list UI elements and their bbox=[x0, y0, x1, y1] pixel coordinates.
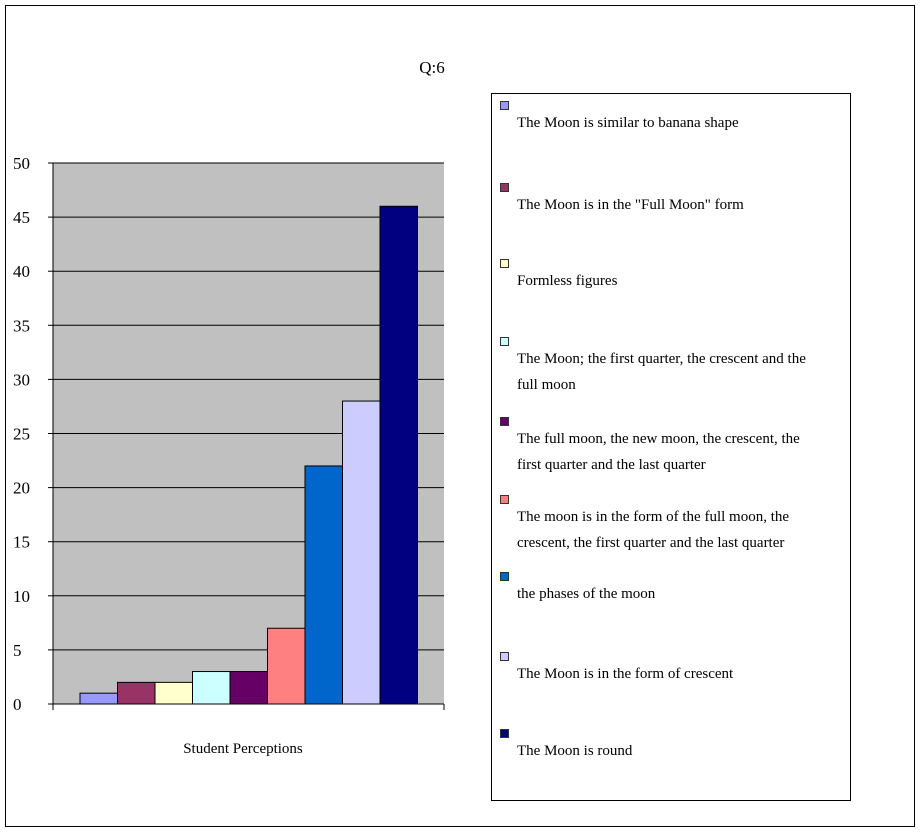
y-tick-label: 25 bbox=[13, 425, 30, 444]
legend-label: the phases of the moon bbox=[517, 586, 656, 602]
legend-swatch bbox=[500, 259, 509, 268]
y-tick-label: 45 bbox=[13, 208, 30, 227]
bar bbox=[79, 692, 118, 705]
legend-label: The Moon is similar to banana shape bbox=[517, 115, 739, 131]
y-tick-label: 35 bbox=[13, 316, 30, 335]
y-tick-label: 0 bbox=[13, 695, 22, 714]
legend-label: The Moon; the first quarter, the crescen… bbox=[517, 351, 806, 393]
legend-item: The Moon is in the form of crescent bbox=[500, 651, 820, 687]
legend-item: The moon is in the form of the full moon… bbox=[500, 494, 820, 556]
bars bbox=[79, 205, 418, 705]
bar bbox=[267, 627, 306, 705]
y-tick-label: 30 bbox=[13, 370, 30, 389]
bar bbox=[342, 400, 381, 705]
legend-label: The Moon is round bbox=[517, 743, 633, 759]
legend-item: The Moon is round bbox=[500, 728, 820, 764]
legend-label: Formless figures bbox=[517, 273, 618, 289]
legend-item: Formless figures bbox=[500, 258, 820, 294]
legend-swatch bbox=[500, 729, 509, 738]
chart-title: Q:6 bbox=[419, 58, 445, 77]
y-tick-label: 50 bbox=[13, 154, 30, 173]
legend-swatch bbox=[500, 572, 509, 581]
bar bbox=[229, 671, 268, 705]
legend-label: The full moon, the new moon, the crescen… bbox=[517, 431, 800, 473]
legend-item: The Moon; the first quarter, the crescen… bbox=[500, 336, 820, 398]
y-tick-label: 5 bbox=[13, 641, 22, 660]
legend-swatch bbox=[500, 337, 509, 346]
legend-label: The moon is in the form of the full moon… bbox=[517, 509, 790, 551]
legend: The Moon is similar to banana shape The M… bbox=[491, 93, 851, 801]
bar bbox=[379, 205, 418, 705]
legend-item: The Moon is similar to banana shape bbox=[500, 100, 820, 136]
y-tick-label: 10 bbox=[13, 587, 30, 606]
legend-label: The Moon is in the form of crescent bbox=[517, 666, 734, 682]
legend-swatch bbox=[500, 652, 509, 661]
legend-swatch bbox=[500, 183, 509, 192]
y-tick-label: 20 bbox=[13, 479, 30, 498]
bar bbox=[304, 465, 343, 705]
y-tick-labels: 0 5 10 15 20 25 30 35 40 45 50 bbox=[13, 154, 53, 714]
y-tick-label: 40 bbox=[13, 262, 30, 281]
x-axis-label: Student Perceptions bbox=[183, 741, 303, 757]
bar bbox=[117, 681, 156, 705]
legend-swatch bbox=[500, 495, 509, 504]
legend-swatch bbox=[500, 101, 509, 110]
legend-swatch bbox=[500, 417, 509, 426]
y-tick-label: 15 bbox=[13, 533, 30, 552]
legend-item: The full moon, the new moon, the crescen… bbox=[500, 416, 820, 478]
legend-label: The Moon is in the "Full Moon" form bbox=[517, 197, 744, 213]
legend-item: The Moon is in the "Full Moon" form bbox=[500, 182, 820, 218]
legend-item: the phases of the moon bbox=[500, 571, 820, 607]
bar bbox=[192, 671, 231, 705]
bar bbox=[154, 681, 193, 705]
